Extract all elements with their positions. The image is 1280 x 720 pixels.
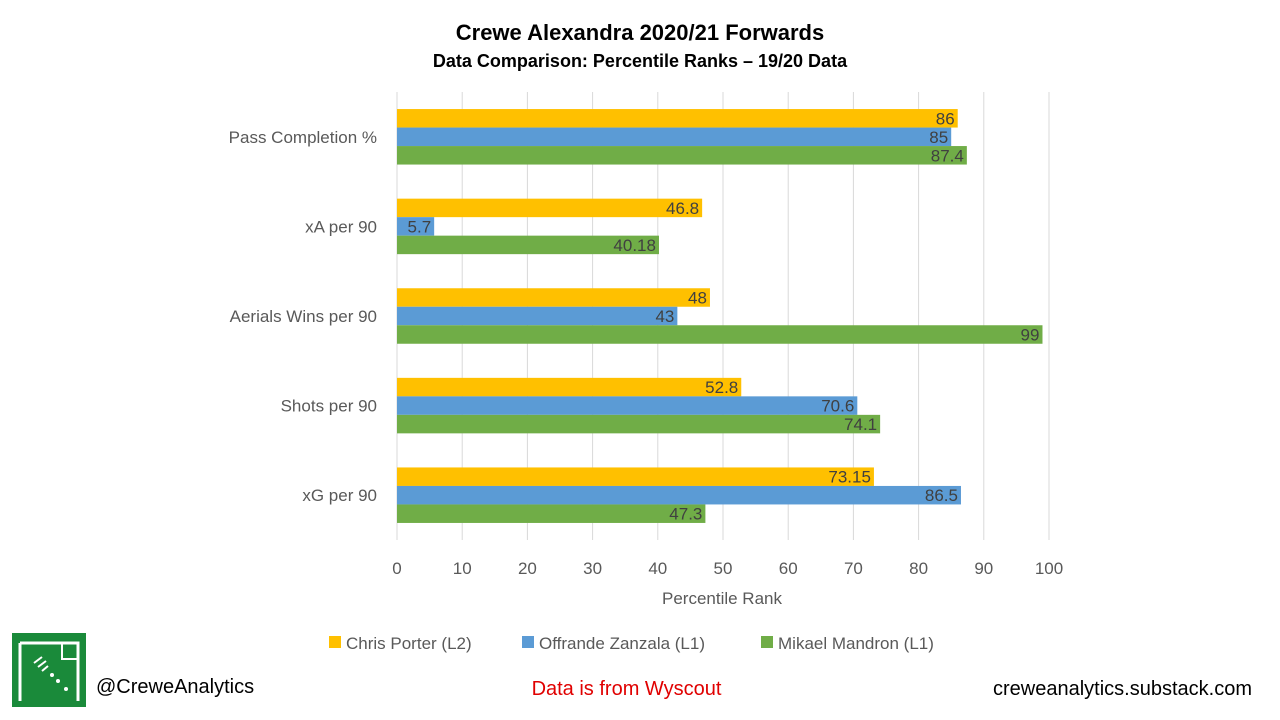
bar (397, 127, 952, 147)
x-tick-label: 10 (453, 559, 472, 578)
legend-swatch (761, 636, 773, 648)
category-label: Aerials Wins per 90 (230, 307, 377, 326)
bar (397, 414, 881, 434)
x-tick-labels: 0 10 20 30 40 50 60 70 80 90 100 (392, 559, 1063, 578)
bar (397, 377, 742, 397)
x-tick-label: 70 (844, 559, 863, 578)
x-tick-label: 100 (1035, 559, 1063, 578)
x-tick-label: 0 (392, 559, 401, 578)
bar-value-label: 5.7 (408, 217, 432, 236)
bar (397, 504, 706, 523)
category-label: xG per 90 (302, 486, 377, 505)
bar (397, 198, 703, 218)
bar-value-label: 46.8 (666, 199, 699, 218)
bar (397, 396, 858, 415)
x-tick-label: 80 (909, 559, 928, 578)
bar-value-label: 86.5 (925, 486, 958, 505)
legend-label: Offrande Zanzala (L1) (539, 634, 705, 653)
category-labels: Pass Completion % xA per 90 Aerials Wins p… (229, 128, 377, 505)
x-tick-label: 60 (779, 559, 798, 578)
bars (397, 109, 1043, 523)
twitter-handle: @CreweAnalytics (96, 676, 255, 698)
x-tick-label: 40 (648, 559, 667, 578)
bar-value-label: 87.4 (931, 146, 964, 165)
bar (397, 109, 958, 128)
x-tick-label: 20 (518, 559, 537, 578)
bar-value-label: 99 (1021, 326, 1040, 345)
x-tick-label: 30 (583, 559, 602, 578)
bar-value-label: 85 (929, 128, 948, 147)
bar-value-label: 86 (936, 109, 955, 128)
bar-value-label: 70.6 (821, 397, 854, 416)
legend-label: Mikael Mandron (L1) (778, 634, 934, 653)
bar-value-label: 40.18 (613, 236, 656, 255)
bar-value-label: 73.15 (828, 468, 871, 487)
bar-value-label: 52.8 (705, 378, 738, 397)
legend-swatch (329, 636, 341, 648)
website-link[interactable]: creweanalytics.substack.com (993, 678, 1252, 700)
bar (397, 306, 678, 326)
pitch-corner-icon (12, 633, 86, 707)
category-label: Shots per 90 (281, 397, 377, 416)
legend-swatch (522, 636, 534, 648)
legend: Chris Porter (L2) Offrande Zanzala (L1) Mi… (329, 634, 934, 653)
x-tick-label: 90 (974, 559, 993, 578)
bar (397, 146, 967, 165)
bar-value-label: 47.3 (669, 505, 702, 524)
data-source-note: Data is from Wyscout (531, 678, 722, 700)
category-label: xA per 90 (305, 217, 377, 236)
chart-title: Crewe Alexandra 2020/21 Forwards (455, 20, 825, 45)
legend-label: Chris Porter (L2) (346, 634, 472, 653)
chart-subtitle: Data Comparison: Percentile Ranks – 19/2… (432, 51, 848, 71)
bar (397, 217, 435, 236)
x-axis-label: Percentile Rank (662, 589, 783, 608)
bar-value-label: 43 (655, 307, 674, 326)
bar (397, 485, 961, 505)
bar (397, 467, 874, 486)
bar-value-label: 48 (688, 289, 707, 308)
bar (397, 325, 1043, 344)
category-label: Pass Completion % (229, 128, 377, 147)
bar-value-label: 74.1 (844, 415, 877, 434)
x-tick-label: 50 (714, 559, 733, 578)
bar (397, 235, 659, 255)
bar (397, 288, 710, 307)
